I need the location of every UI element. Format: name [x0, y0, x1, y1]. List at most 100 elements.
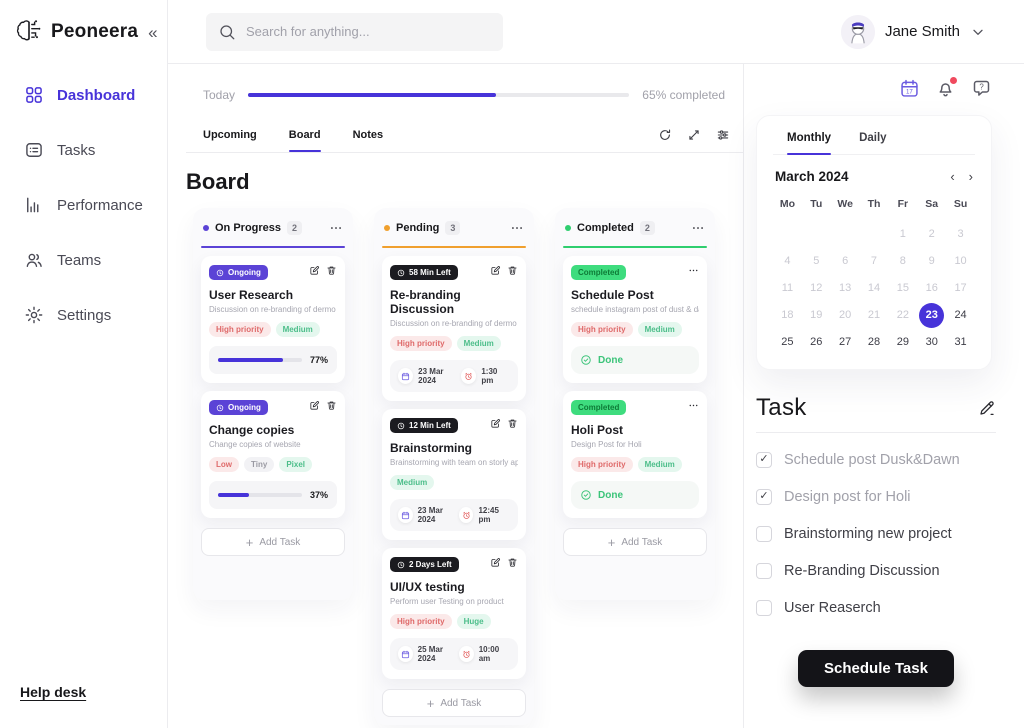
task-checkbox[interactable]: ✓	[756, 451, 772, 468]
trash-icon[interactable]	[326, 400, 337, 411]
card-description: Discussion on re-branding of dermo Brand	[390, 319, 518, 328]
calendar-day[interactable]: 18	[773, 302, 802, 328]
calendar-day-number: 19	[810, 309, 823, 321]
svg-text:17: 17	[906, 88, 913, 95]
filter-icon[interactable]	[716, 128, 730, 142]
calendar-day[interactable]: 5	[802, 248, 831, 274]
edit-icon[interactable]	[490, 557, 501, 568]
calendar-day[interactable]: 28	[860, 329, 889, 355]
collapse-sidebar-icon[interactable]: «	[148, 22, 158, 42]
calendar-day[interactable]: 26	[802, 329, 831, 355]
calendar-day[interactable]: 20	[831, 302, 860, 328]
card-progress-fill	[218, 493, 250, 497]
task-card[interactable]: 12 Min Left Brainstorming Brainstorming wi…	[382, 409, 526, 540]
card-date-text: 23 Mar 2024	[418, 367, 444, 385]
help-desk-link[interactable]: Help desk	[20, 684, 87, 700]
tag-huge: Huge	[456, 614, 491, 629]
calendar-day-number: 25	[781, 336, 794, 348]
search-input[interactable]	[246, 24, 491, 39]
refresh-icon[interactable]	[658, 128, 672, 142]
calendar-day[interactable]: 12	[802, 275, 831, 301]
calendar-day[interactable]: 16	[917, 275, 946, 301]
calendar-day[interactable]: 11	[773, 275, 802, 301]
schedule-task-button[interactable]: Schedule Task	[798, 650, 954, 687]
calendar-day[interactable]: 25	[773, 329, 802, 355]
calendar-day[interactable]: 30	[917, 329, 946, 355]
task-card[interactable]: Completed Holi Post Design Post for Holi Hi…	[563, 391, 707, 518]
card-status-badge: Completed	[571, 265, 627, 280]
calendar-day[interactable]: 29	[888, 329, 917, 355]
calendar-day[interactable]: 9	[917, 248, 946, 274]
calendar-day[interactable]: 1	[888, 221, 917, 247]
task-checkbox[interactable]: ✓	[756, 488, 772, 505]
sidebar-item-performance[interactable]: Performance	[24, 195, 167, 215]
add-task-button[interactable]: + Add Task	[382, 689, 526, 717]
card-tags: High priority Medium	[571, 457, 699, 472]
card-actions	[688, 400, 699, 411]
calendar-day[interactable]: 8	[888, 248, 917, 274]
card-header: 2 Days Left	[390, 557, 518, 572]
main-panel: Today 65% completed Upcoming Board Notes	[168, 64, 743, 728]
calendar-day[interactable]: 19	[802, 302, 831, 328]
calendar-day[interactable]: 6	[831, 248, 860, 274]
calendar-day[interactable]: 27	[831, 329, 860, 355]
chevron-left-icon[interactable]: ‹	[950, 169, 955, 184]
calendar-day[interactable]: 22	[888, 302, 917, 328]
bell-icon[interactable]	[935, 77, 957, 99]
calendar-icon[interactable]: 17	[899, 78, 920, 99]
task-card[interactable]: Ongoing User Research Discussion on re-bra…	[201, 256, 345, 383]
chevron-right-icon[interactable]: ›	[968, 169, 973, 184]
dots-menu-icon[interactable]	[688, 265, 699, 276]
task-card[interactable]: Ongoing Change copies Change copies of web…	[201, 391, 345, 518]
calendar-day[interactable]: 15	[888, 275, 917, 301]
tab-board[interactable]: Board	[288, 129, 321, 152]
tab-upcoming[interactable]: Upcoming	[203, 129, 257, 141]
calendar-day[interactable]: 13	[831, 275, 860, 301]
edit-icon[interactable]	[309, 400, 320, 411]
search-box[interactable]	[206, 12, 503, 51]
task-checkbox[interactable]	[756, 599, 772, 616]
calendar-day[interactable]: 7	[860, 248, 889, 274]
dots-menu-icon[interactable]	[688, 400, 699, 411]
task-card[interactable]: Completed Schedule Post schedule instagram…	[563, 256, 707, 383]
trash-icon[interactable]	[507, 265, 518, 276]
task-card[interactable]: 2 Days Left UI/UX testing Perform user Tes…	[382, 548, 526, 679]
calendar-day[interactable]: 10	[946, 248, 975, 274]
weekday-label: Tu	[810, 198, 823, 210]
calendar-day[interactable]: 17	[946, 275, 975, 301]
task-card[interactable]: 58 Min Left Re-branding Discussion Discuss…	[382, 256, 526, 401]
edit-icon[interactable]	[490, 265, 501, 276]
sidebar-item-teams[interactable]: Teams	[24, 250, 167, 270]
calendar-day[interactable]: 14	[860, 275, 889, 301]
trash-icon[interactable]	[507, 557, 518, 568]
add-task-button[interactable]: + Add Task	[201, 528, 345, 556]
calendar-day[interactable]: 23	[917, 302, 946, 328]
sidebar-item-settings[interactable]: Settings	[24, 305, 167, 325]
sidebar-item-tasks[interactable]: Tasks	[24, 140, 167, 160]
tab-notes[interactable]: Notes	[352, 129, 384, 141]
task-checkbox[interactable]	[756, 525, 772, 542]
calendar-day[interactable]: 2	[917, 221, 946, 247]
task-checkbox[interactable]	[756, 562, 772, 579]
help-chat-icon[interactable]: ?	[971, 78, 992, 99]
edit-icon[interactable]	[490, 418, 501, 429]
calendar-day[interactable]: 31	[946, 329, 975, 355]
calendar-day[interactable]: 3	[946, 221, 975, 247]
user-menu[interactable]: Jane Smith	[840, 14, 986, 49]
expand-icon[interactable]	[687, 128, 701, 142]
calendar-day[interactable]: 21	[860, 302, 889, 328]
pencil-icon[interactable]	[978, 399, 996, 417]
column-count-badge: 2	[287, 221, 303, 235]
calendar-tab-daily[interactable]: Daily	[859, 132, 887, 144]
dots-menu-icon[interactable]	[329, 221, 343, 235]
dots-menu-icon[interactable]	[510, 221, 524, 235]
trash-icon[interactable]	[507, 418, 518, 429]
calendar-day[interactable]: 4	[773, 248, 802, 274]
dots-menu-icon[interactable]	[691, 221, 705, 235]
trash-icon[interactable]	[326, 265, 337, 276]
sidebar-item-dashboard[interactable]: Dashboard	[24, 85, 167, 105]
add-task-button[interactable]: + Add Task	[563, 528, 707, 556]
edit-icon[interactable]	[309, 265, 320, 276]
calendar-tab-monthly[interactable]: Monthly	[787, 132, 832, 155]
calendar-day[interactable]: 24	[946, 302, 975, 328]
